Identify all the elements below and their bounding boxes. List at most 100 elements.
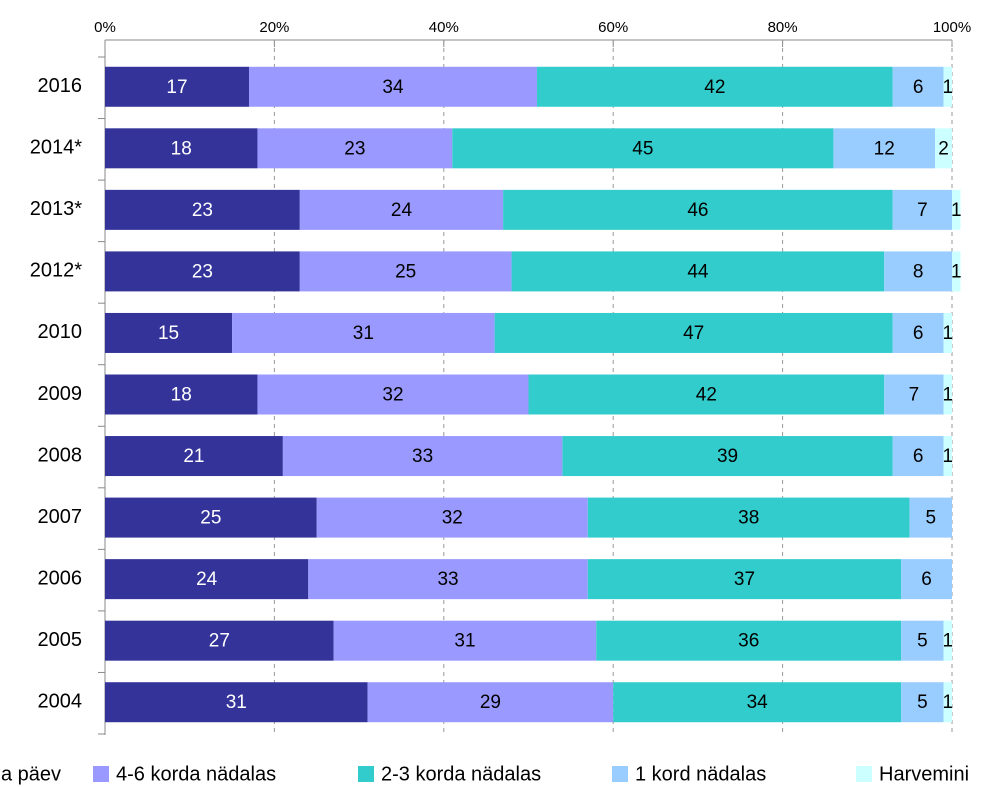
data-label: 5 (917, 631, 928, 652)
x-tick-label: 80% (768, 19, 798, 36)
bar-segment (299, 251, 512, 292)
y-tick-label: 2016 (38, 75, 83, 97)
data-label: 46 (687, 200, 708, 221)
bar-segment (282, 436, 563, 477)
bar-segment (333, 620, 597, 661)
data-label: 27 (209, 631, 230, 652)
bar-segment (105, 312, 233, 353)
legend-label: a päev (1, 763, 61, 785)
bar-segment (367, 682, 614, 723)
bar-segment (613, 682, 902, 723)
data-label: 1 (942, 385, 953, 406)
data-label: 1 (942, 692, 953, 713)
bar-segment (536, 66, 893, 107)
bar-segment (503, 189, 893, 230)
data-label: 8 (913, 261, 924, 282)
y-tick-label: 2004 (38, 691, 83, 713)
bar-segment (909, 497, 952, 538)
bar-segment (105, 559, 309, 600)
data-label: 29 (480, 692, 501, 713)
data-label: 47 (683, 323, 704, 344)
bar-segment (316, 497, 588, 538)
data-label: 37 (734, 569, 755, 590)
y-tick-label: 2013* (30, 198, 82, 220)
data-label: 39 (717, 446, 738, 467)
data-label: 25 (395, 261, 416, 282)
data-label: 42 (704, 77, 725, 98)
x-tick-label: 60% (598, 19, 628, 36)
legend-swatch (612, 766, 628, 782)
data-label: 38 (738, 508, 759, 529)
data-label: 24 (391, 200, 413, 221)
bar-segment (105, 682, 368, 723)
legend-label: 1 kord nädalas (635, 763, 766, 785)
data-label: 33 (412, 446, 433, 467)
y-tick-label: 2005 (38, 629, 83, 651)
y-tick-label: 2006 (38, 567, 83, 589)
bar-segment (494, 312, 893, 353)
data-label: 6 (913, 446, 924, 467)
data-label: 17 (166, 77, 187, 98)
data-label: 1 (951, 200, 962, 221)
data-label: 5 (917, 692, 928, 713)
data-label: 7 (909, 385, 920, 406)
data-label: 32 (382, 385, 403, 406)
bar-segment (833, 128, 936, 169)
bar-segment (943, 66, 952, 107)
data-label: 6 (921, 569, 932, 590)
x-tick-label: 20% (259, 19, 289, 36)
data-label: 24 (196, 569, 218, 590)
data-label: 1 (942, 446, 953, 467)
legend-swatch (358, 766, 374, 782)
data-label: 33 (437, 569, 458, 590)
bar-segment (105, 497, 317, 538)
legend-swatch (856, 766, 872, 782)
bar-segment (257, 128, 453, 169)
y-tick-label: 2012* (30, 260, 82, 282)
data-label: 21 (183, 446, 204, 467)
bar-segment (952, 251, 961, 292)
bar-segment (596, 620, 902, 661)
bar-segment (528, 374, 885, 415)
bar-segment (248, 66, 537, 107)
data-label: 44 (687, 261, 709, 282)
data-label: 23 (344, 138, 365, 159)
bar-segment (901, 559, 952, 600)
bar-segment (562, 436, 893, 477)
bar-segment (105, 189, 300, 230)
bar-segment (943, 620, 952, 661)
x-tick-label: 40% (429, 19, 459, 36)
bar-segment (105, 66, 249, 107)
data-label: 34 (382, 77, 404, 98)
x-tick-label: 0% (94, 19, 116, 36)
data-label: 18 (171, 138, 192, 159)
data-label: 1 (951, 261, 962, 282)
bar-segment (308, 559, 588, 600)
bar-segment (892, 436, 944, 477)
y-tick-label: 2009 (38, 383, 83, 405)
legend-label: Harvemini (879, 763, 969, 785)
data-label: 15 (158, 323, 179, 344)
bar-segment (452, 128, 834, 169)
y-tick-label: 2010 (38, 321, 83, 343)
data-label: 12 (874, 138, 895, 159)
data-label: 1 (942, 323, 953, 344)
y-tick-label: 2008 (38, 444, 83, 466)
data-label: 7 (917, 200, 928, 221)
data-label: 5 (926, 508, 937, 529)
data-label: 34 (747, 692, 769, 713)
data-label: 1 (942, 77, 953, 98)
bar-segment (884, 374, 944, 415)
bar-segment (892, 312, 944, 353)
bar-segment (943, 436, 952, 477)
bar-segment (884, 251, 952, 292)
data-label: 1 (942, 631, 953, 652)
bar-segment (587, 497, 910, 538)
bar-segment (232, 312, 495, 353)
bar-segment (299, 189, 504, 230)
data-label: 31 (454, 631, 475, 652)
bar-segment (892, 66, 944, 107)
bar-segment (943, 682, 952, 723)
data-label: 2 (938, 138, 949, 159)
